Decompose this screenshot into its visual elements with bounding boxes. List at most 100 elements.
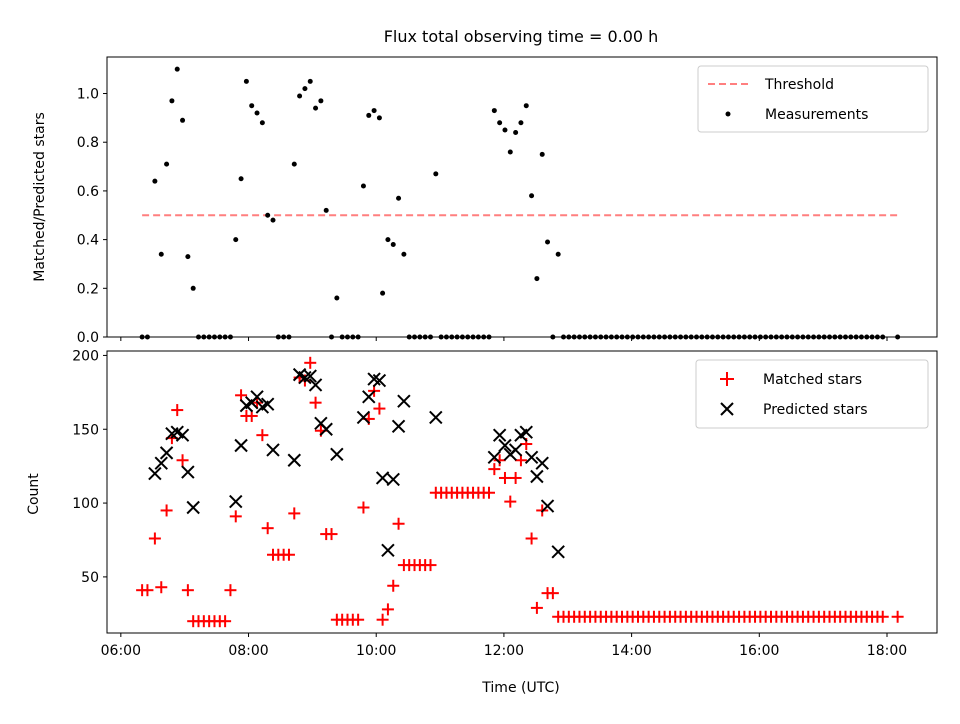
measurement-point (587, 334, 593, 340)
measurement-point (779, 334, 785, 340)
measurement-point (259, 120, 265, 126)
measurement-point (555, 251, 561, 257)
matched-star-point (352, 613, 365, 626)
matched-star-point (498, 471, 511, 484)
matched-star-point (493, 454, 506, 467)
measurement-point (603, 334, 609, 340)
measurement-point (275, 334, 281, 340)
measurement-point (297, 93, 303, 99)
bottom-legend-box (695, 359, 929, 429)
predicted-star-point (551, 545, 565, 559)
measurement-point (233, 237, 239, 243)
matched-star-point (488, 463, 501, 476)
measurement-point (699, 334, 705, 340)
measurement-point (576, 334, 582, 340)
predicted-star-point (362, 390, 376, 404)
measurement-point (344, 334, 350, 340)
legend-predicted-label: Predicted stars (763, 402, 868, 418)
measurement-point (598, 334, 604, 340)
measurement-point (380, 290, 386, 296)
matched-star-point (381, 603, 394, 616)
xtick-label: 08:00 (228, 643, 268, 659)
measurement-point (513, 129, 519, 135)
measurement-point (164, 161, 170, 167)
measurement-point (741, 334, 747, 340)
measurement-point (318, 98, 324, 104)
measurement-point (390, 241, 396, 247)
measurement-point (307, 78, 313, 84)
measurement-point (249, 103, 255, 109)
predicted-star-point (524, 450, 539, 465)
predicted-star-point (186, 500, 200, 515)
measurement-point (486, 334, 492, 340)
measurement-point (211, 334, 217, 340)
measurement-point (139, 334, 145, 340)
measurement-point (313, 105, 319, 111)
measurement-point (502, 127, 508, 133)
measurement-point (174, 66, 180, 72)
matched-star-point (525, 532, 538, 545)
xtick-label: 06:00 (101, 643, 141, 659)
predicted-star-point (508, 443, 523, 457)
measurement-point (816, 334, 822, 340)
measurement-point (144, 334, 150, 340)
measurement-point (329, 334, 335, 340)
matched-star-point (224, 584, 237, 597)
measurement-point (465, 334, 471, 340)
measurement-point (858, 334, 864, 340)
measurement-point (608, 334, 614, 340)
matched-star-point (288, 507, 301, 520)
legend-threshold-label: Threshold (764, 77, 834, 93)
measurement-point (688, 334, 694, 340)
measurement-point (550, 334, 556, 340)
measurement-point (401, 251, 407, 257)
measurement-point (475, 334, 481, 340)
measurement-point (281, 334, 287, 340)
measurement-point (385, 237, 391, 243)
measurement-point (529, 193, 535, 199)
measurement-point (635, 334, 641, 340)
measurement-point (350, 334, 356, 340)
measurement-point (180, 117, 186, 123)
measurement-point (459, 334, 465, 340)
measurement-point (217, 334, 223, 340)
predicted-star-point (159, 446, 174, 460)
measurement-point (470, 334, 476, 340)
measurement-point (334, 295, 340, 301)
predicted-star-point (381, 543, 395, 558)
measurement-point (206, 334, 212, 340)
measurement-point (709, 334, 715, 340)
matched-star-point (546, 587, 559, 600)
matched-star-point (229, 510, 242, 523)
measurement-point (507, 149, 513, 155)
legend-matched-label: Matched stars (763, 372, 862, 388)
measurement-point (630, 334, 636, 340)
predicted-star-point (154, 456, 168, 470)
matched-star-point (483, 486, 496, 499)
measurement-point (704, 334, 710, 340)
predicted-star-point (530, 469, 544, 484)
matched-star-point (309, 396, 322, 409)
measurement-point (238, 176, 244, 182)
top-y-axis-label: Matched/Predicted stars (32, 112, 48, 282)
measurement-point (286, 334, 292, 340)
predicted-star-point (372, 373, 387, 388)
measurement-point (848, 334, 854, 340)
top-ytick-label: 0.2 (77, 281, 99, 297)
measurement-point (624, 334, 630, 340)
measurement-point (270, 217, 276, 223)
predicted-star-point (356, 410, 371, 425)
measurement-point (152, 178, 158, 184)
measurement-point (254, 110, 260, 116)
measurement-point (752, 334, 758, 340)
measurement-point (196, 334, 202, 340)
matched-star-point (181, 584, 194, 597)
measurement-point (561, 334, 566, 340)
matched-star-point (155, 581, 168, 594)
measurement-point (651, 334, 657, 340)
measurement-point (201, 334, 207, 340)
measurement-point (678, 334, 684, 340)
measurement-point (662, 334, 668, 340)
predicted-star-point (175, 428, 190, 442)
xtick-label: 16:00 (739, 643, 779, 659)
